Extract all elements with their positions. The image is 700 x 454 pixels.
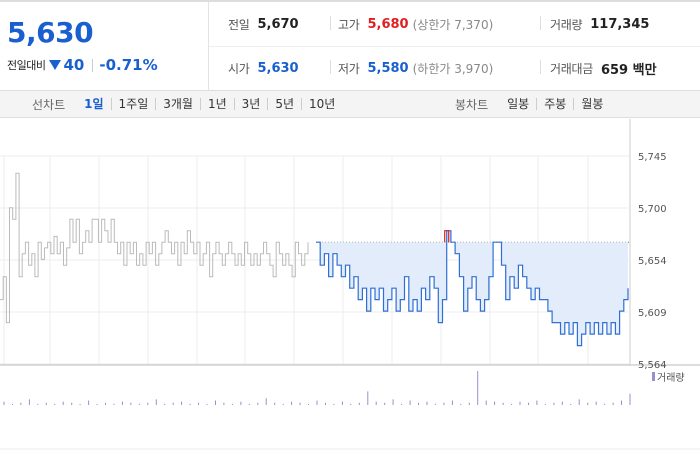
open-value: 5,630	[257, 60, 299, 76]
change-amount: 40	[63, 56, 85, 74]
line-chart-title: 선차트	[32, 97, 66, 112]
open-label: 시가	[228, 61, 250, 76]
price-summary: 5,630 전일대비 40 -0.71%	[0, 2, 209, 90]
change-label: 전일대비	[7, 59, 46, 72]
quote-header: 5,630 전일대비 40 -0.71% 전일 5,670 시가 5,630 고…	[0, 0, 700, 90]
chart-tabbar: 선차트 1일 1주일 3개월 1년 3년 5년 10년 봉차트 일봉 주봉 월봉	[0, 90, 700, 118]
tab-weekly[interactable]: 주봉	[537, 98, 575, 110]
candle-chart-tabs: 봉차트 일봉 주봉 월봉	[455, 96, 610, 113]
tab-daily[interactable]: 일봉	[500, 98, 538, 110]
prev-close-label: 전일	[228, 17, 250, 32]
candle-chart-title: 봉차트	[455, 97, 489, 112]
price-chart: 5,745 5,700 5,654 5,609 5,564 거래량	[0, 119, 700, 450]
amount-value: 659 백만	[600, 62, 657, 78]
high-mark	[444, 230, 450, 243]
down-triangle-icon	[49, 60, 62, 70]
volume-label: 거래량	[550, 17, 583, 32]
tab-1year[interactable]: 1년	[201, 98, 235, 110]
divider	[330, 16, 331, 30]
info-col-3: 거래량 117,345 거래대금 659 백만	[550, 2, 700, 90]
tab-5year[interactable]: 5년	[268, 98, 303, 110]
divider	[540, 16, 541, 30]
low-item: 저가 5,580 (하한가 3,970)	[338, 46, 538, 90]
line-chart-tabs: 선차트 1일 1주일 3개월 1년 3년 5년 10년	[32, 96, 342, 113]
lower-limit: (하한가 3,970)	[412, 61, 494, 76]
y-tick-label: 5,700	[638, 204, 667, 215]
info-col-2: 고가 5,680 (상한가 7,370) 저가 5,580 (하한가 3,970…	[338, 2, 538, 90]
series-line-morning	[0, 172, 309, 324]
row-divider	[209, 46, 700, 47]
volume-item: 거래량 117,345	[550, 2, 700, 46]
prev-close-item: 전일 5,670	[228, 2, 328, 46]
change-rate: -0.71%	[99, 56, 158, 74]
divider	[92, 58, 94, 72]
y-tick-label: 5,609	[638, 308, 667, 319]
amount-item: 거래대금 659 백만	[550, 46, 700, 90]
open-item: 시가 5,630	[228, 46, 328, 90]
high-label: 고가	[338, 17, 360, 32]
low-label: 저가	[338, 61, 360, 76]
tab-3month[interactable]: 3개월	[156, 98, 201, 110]
series-line-afternoon	[316, 230, 629, 347]
high-value: 5,680	[367, 16, 409, 32]
tab-1week[interactable]: 1주일	[112, 98, 157, 110]
change-row: 전일대비 40 -0.71%	[7, 56, 158, 74]
divider	[540, 60, 541, 74]
upper-limit: (상한가 7,370)	[412, 17, 494, 32]
y-tick-label: 5,745	[638, 152, 667, 163]
current-price: 5,630	[7, 16, 94, 49]
prev-close-value: 5,670	[257, 16, 299, 32]
info-col-1: 전일 5,670 시가 5,630	[228, 2, 328, 90]
tab-1day[interactable]: 1일	[77, 98, 112, 110]
low-value: 5,580	[367, 60, 409, 76]
tab-10year[interactable]: 10년	[309, 97, 336, 111]
volume-value: 117,345	[590, 16, 650, 32]
high-item: 고가 5,680 (상한가 7,370)	[338, 2, 538, 46]
tab-monthly[interactable]: 월봉	[581, 97, 604, 111]
y-tick-label: 5,564	[638, 360, 667, 371]
volume-legend-swatch	[652, 372, 655, 381]
y-tick-label: 5,654	[638, 256, 667, 267]
volume-legend-label: 거래량	[657, 372, 685, 384]
tab-3year[interactable]: 3년	[235, 98, 269, 110]
divider	[330, 60, 331, 74]
amount-label: 거래대금	[550, 61, 593, 76]
